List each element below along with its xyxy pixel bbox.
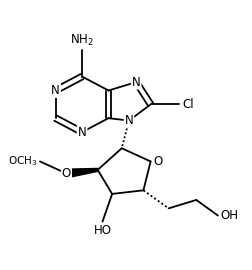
Text: N: N (78, 126, 86, 139)
Text: OH: OH (220, 209, 238, 222)
Text: O: O (62, 167, 71, 180)
Text: N: N (124, 114, 133, 127)
Text: OCH$_3$: OCH$_3$ (8, 154, 38, 168)
Text: Cl: Cl (182, 98, 194, 111)
Polygon shape (66, 168, 98, 178)
Text: O: O (153, 155, 162, 168)
Text: N: N (51, 84, 60, 97)
Text: HO: HO (93, 224, 112, 237)
Text: N: N (132, 76, 141, 89)
Text: NH$_2$: NH$_2$ (70, 33, 94, 48)
